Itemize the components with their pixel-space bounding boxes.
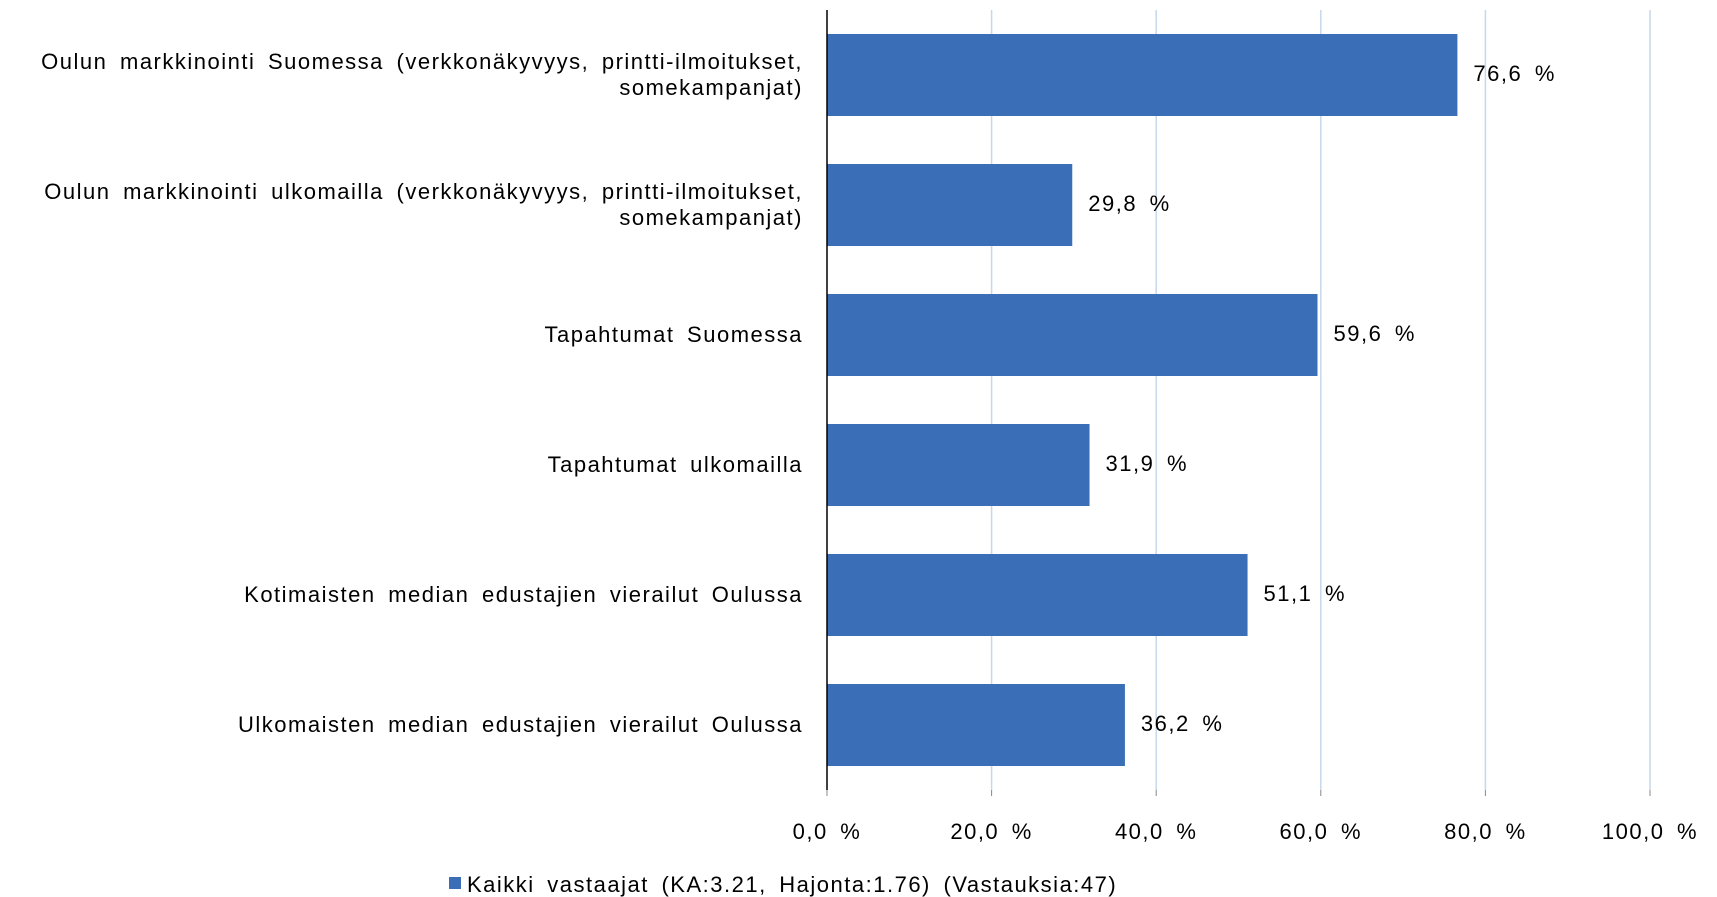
data-label: 36,2 % — [1141, 711, 1224, 736]
x-tick-label: 100,0 % — [1602, 819, 1698, 844]
data-label: 51,1 % — [1264, 581, 1347, 606]
y-tick-label: Tapahtumat Suomessa — [544, 322, 803, 347]
x-tick-label: 20,0 % — [950, 819, 1033, 844]
bar — [827, 294, 1318, 376]
legend-label: Kaikki vastaajat (KA:3.21, Hajonta:1.76)… — [467, 872, 1117, 897]
bar — [827, 424, 1090, 506]
data-label: 76,6 % — [1473, 61, 1556, 86]
y-tick-label: Tapahtumat ulkomailla — [547, 452, 803, 477]
data-label: 29,8 % — [1088, 191, 1171, 216]
x-tick-label: 0,0 % — [793, 819, 862, 844]
data-label: 59,6 % — [1334, 321, 1417, 346]
x-tick-label: 60,0 % — [1280, 819, 1363, 844]
y-tick-label: Oulun markkinointi Suomessa (verkkonäkyv… — [41, 49, 803, 100]
x-tick-label: 40,0 % — [1115, 819, 1198, 844]
x-tick-label: 80,0 % — [1444, 819, 1527, 844]
legend-swatch — [449, 877, 461, 889]
y-tick-label: Oulun markkinointi ulkomailla (verkkonäk… — [44, 179, 803, 230]
bar — [827, 34, 1458, 116]
data-label: 31,9 % — [1106, 451, 1189, 476]
y-tick-label: Ulkomaisten median edustajien vierailut … — [238, 712, 803, 737]
bar — [827, 554, 1248, 636]
y-tick-label: Kotimaisten median edustajien vierailut … — [244, 582, 803, 607]
bar — [827, 164, 1073, 246]
bar — [827, 684, 1125, 766]
